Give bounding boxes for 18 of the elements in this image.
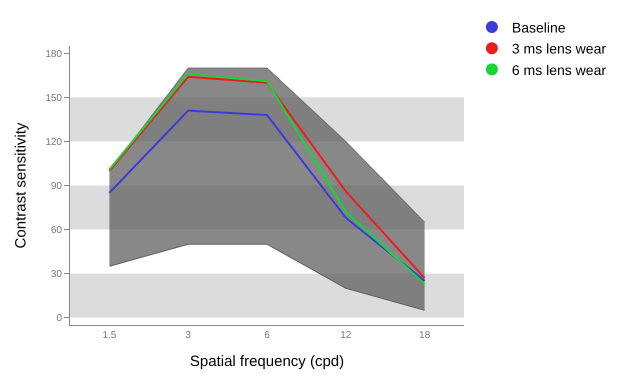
legend-label: 6 ms lens wear	[512, 62, 606, 78]
legend-label: 3 ms lens wear	[512, 40, 606, 57]
y-tick-label: 60	[50, 225, 62, 236]
line-series	[108, 110, 426, 282]
y-tick-label: 150	[45, 92, 62, 104]
x-tick-label: 18	[419, 330, 431, 341]
y-tick-label: 180	[45, 48, 62, 60]
y-tick-label: 120	[45, 136, 62, 148]
x-tick-label: 12	[340, 330, 352, 341]
x-tick-label: 6	[264, 330, 270, 341]
legend-label: Baseline	[512, 19, 566, 36]
x-tick-label: 1.5	[102, 330, 117, 341]
y-tick-label: 30	[50, 269, 62, 280]
y-tick-label: 90	[50, 181, 62, 192]
y-axis-title: Contrast sensitivity	[12, 122, 30, 248]
x-axis-title: Spatial frequency (cpd)	[190, 353, 344, 370]
x-tick-label: 3	[185, 330, 192, 341]
y-tick-label: 0	[56, 313, 62, 324]
